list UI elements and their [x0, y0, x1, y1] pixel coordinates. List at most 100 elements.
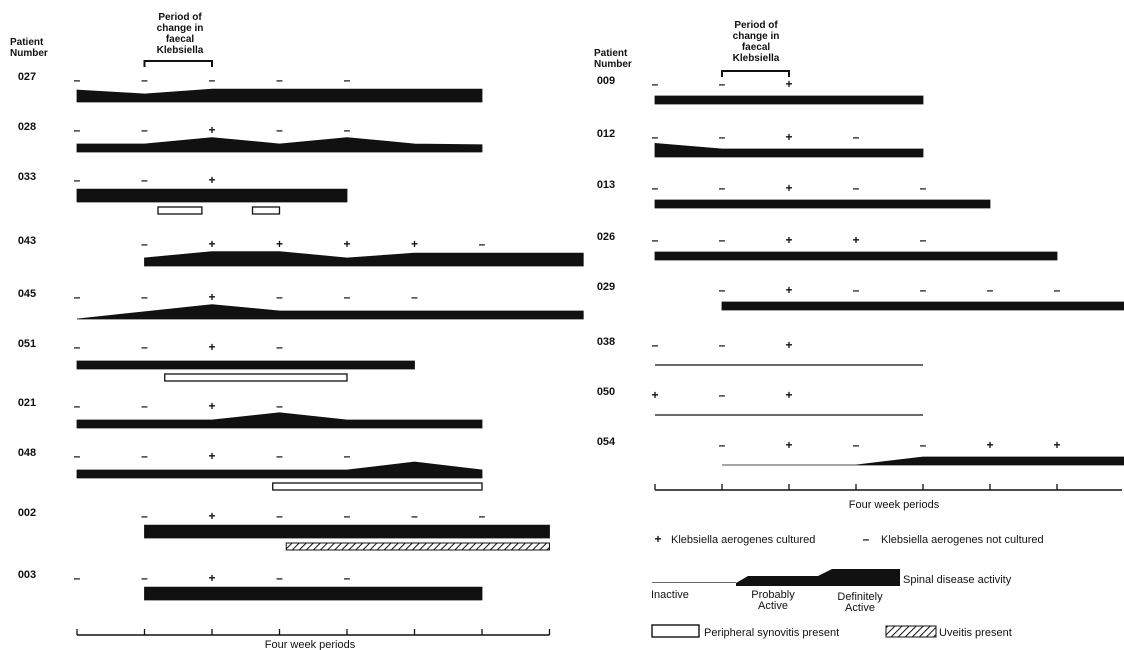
patient-row-012: 012 – – + – — [597, 128, 924, 158]
culture-positive-mark: + — [852, 233, 859, 247]
activity-band — [76, 88, 483, 103]
activity-band — [721, 301, 1124, 311]
culture-positive-mark: + — [651, 388, 658, 402]
culture-negative-mark: – — [719, 233, 726, 247]
period-of-change-header: Period of — [734, 20, 778, 31]
culture-positive-mark: + — [208, 399, 215, 413]
culture-negative-mark: – — [344, 290, 351, 304]
culture-negative-mark: – — [141, 237, 148, 251]
culture-negative-mark: – — [74, 571, 81, 585]
culture-negative-mark: – — [276, 290, 283, 304]
culture-positive-mark: + — [208, 237, 215, 251]
culture-negative-mark: – — [141, 123, 148, 137]
patient-row-029: 029 – + – – – – — [597, 281, 1124, 311]
patient-id: 054 — [597, 436, 616, 448]
culture-negative-mark: – — [853, 181, 860, 195]
activity-band — [144, 251, 584, 267]
patient-id: 003 — [18, 569, 36, 581]
legend-uveitis-text: Uveitis present — [939, 627, 1012, 639]
legend-synovitis-swatch — [651, 624, 700, 638]
culture-negative-mark: – — [276, 399, 283, 413]
legend-synovitis-text: Peripheral synovitis present — [704, 627, 839, 639]
patient-id: 028 — [18, 121, 36, 133]
patient-number-header: Patient — [594, 48, 628, 59]
synovitis-bar — [251, 206, 281, 215]
patient-row-050: 050 + – + — [597, 386, 923, 416]
legend: + Klebsiella aerogenes cultured – Klebsiell… — [651, 532, 1044, 639]
period-of-change-header: change in — [733, 31, 780, 42]
period-bracket — [143, 60, 213, 67]
culture-negative-mark: – — [652, 233, 659, 247]
synovitis-bar — [164, 373, 348, 382]
patient-row-009: 009 – – + — [597, 75, 924, 105]
period-of-change-header: Period of — [158, 12, 202, 23]
culture-positive-mark: + — [785, 77, 792, 91]
culture-negative-mark: – — [74, 449, 81, 463]
legend-minus-symbol: – — [863, 532, 870, 546]
patient-number-header: Patient — [10, 37, 44, 48]
culture-negative-mark: – — [141, 571, 148, 585]
culture-positive-mark: + — [785, 233, 792, 247]
patient-id: 021 — [18, 397, 36, 409]
culture-negative-mark: – — [479, 509, 486, 523]
legend-definitely-active-label: Active — [845, 602, 875, 614]
culture-negative-mark: – — [74, 123, 81, 137]
culture-positive-mark: + — [208, 509, 215, 523]
culture-positive-mark: + — [411, 237, 418, 251]
culture-negative-mark: – — [853, 438, 860, 452]
legend-inactive-label: Inactive — [651, 589, 689, 601]
patient-id: 012 — [597, 128, 615, 140]
activity-band — [76, 360, 415, 370]
x-axis-label: Four week periods — [265, 639, 356, 650]
culture-negative-mark: – — [853, 283, 860, 297]
period-of-change-header: faecal — [166, 34, 195, 45]
patient-row-028: 028 – – + – – — [18, 121, 483, 153]
patient-id: 013 — [597, 179, 615, 191]
culture-negative-mark: – — [920, 438, 927, 452]
patient-row-021: 021 – – + – — [18, 397, 483, 429]
culture-negative-mark: – — [74, 73, 81, 87]
activity-band — [654, 199, 991, 209]
culture-positive-mark: + — [986, 438, 993, 452]
culture-negative-mark: – — [276, 73, 283, 87]
culture-positive-mark: + — [785, 338, 792, 352]
patient-id: 048 — [18, 447, 36, 459]
culture-negative-mark: – — [1054, 283, 1061, 297]
patient-id: 002 — [18, 507, 36, 519]
culture-negative-mark: – — [411, 509, 418, 523]
culture-negative-mark: – — [987, 283, 994, 297]
culture-positive-mark: + — [208, 571, 215, 585]
culture-negative-mark: – — [74, 340, 81, 354]
culture-negative-mark: – — [276, 571, 283, 585]
activity-band — [654, 251, 1058, 261]
culture-negative-mark: – — [719, 438, 726, 452]
culture-positive-mark: + — [208, 449, 215, 463]
activity-band — [76, 137, 483, 153]
culture-negative-mark: – — [652, 181, 659, 195]
legend-definitely-active-label: Definitely — [837, 591, 883, 603]
culture-negative-mark: – — [719, 77, 726, 91]
culture-negative-mark: – — [209, 73, 216, 87]
patient-row-026: 026 – – + + – — [597, 231, 1058, 261]
activity-band — [144, 524, 550, 539]
synovitis-bar — [157, 206, 203, 215]
period-bracket — [721, 70, 790, 77]
legend-plus-text: Klebsiella aerogenes cultured — [671, 534, 815, 546]
legend-uveitis-swatch — [885, 625, 937, 638]
legend-probably-active-label: Active — [758, 600, 788, 612]
culture-negative-mark: – — [920, 233, 927, 247]
patient-id: 050 — [597, 386, 615, 398]
culture-negative-mark: – — [74, 173, 81, 187]
patient-row-002: 002 – + – – – – — [18, 507, 550, 551]
culture-negative-mark: – — [344, 449, 351, 463]
patient-id: 026 — [597, 231, 615, 243]
patient-row-038: 038 – – + — [597, 336, 923, 366]
patient-row-027: 027 – – – – – — [18, 71, 483, 103]
culture-negative-mark: – — [344, 73, 351, 87]
culture-positive-mark: + — [208, 290, 215, 304]
culture-negative-mark: – — [276, 340, 283, 354]
legend-plus-symbol: + — [654, 532, 661, 546]
